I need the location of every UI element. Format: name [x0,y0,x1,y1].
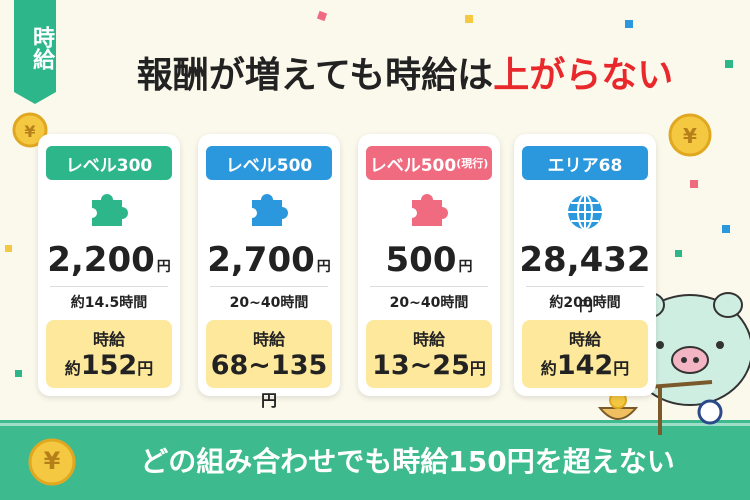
wage: 13~25円 [366,350,492,385]
label: レベル500 [369,155,457,176]
wage-unit: 円 [613,359,630,378]
card: エリア68 28,432円 約200時間 時給 約142円 [514,134,656,396]
wage: 約152円 [46,350,172,385]
wage: 68~135 円 [206,350,332,417]
card: レベル500 (現行) 500 円 20~40時間 時給 13~25円 [358,134,500,396]
amount: 500 円 [358,240,500,280]
puzzle-icon [407,194,448,226]
wage-box: 時給 約152円 [46,320,172,388]
wage: 約142円 [522,350,648,385]
card: レベル300 2,200 円 約14.5時間 時給 約152円 [38,134,180,396]
divider [370,286,488,287]
card-label: レベル300 [46,146,172,180]
wage-value: 68~135 [210,350,328,381]
wage-label: 時給 [568,330,601,349]
label-note: (現行) [456,157,489,170]
label: エリア68 [547,155,623,176]
amount-value: 500 [385,240,457,280]
amount-unit: 円 [458,259,473,275]
svg-text:¥: ¥ [24,122,35,141]
wage-label: 時給 [412,330,445,349]
hours: 20~40時間 [389,295,469,311]
wage-prefix: 約 [540,359,557,378]
label: レベル500 [225,155,313,176]
amount-unit: 円 [316,259,331,275]
wage-unit: 円 [260,391,277,410]
amount: 2,200 円 [38,240,180,280]
amount: 2,700 円 [198,240,340,280]
amount-value: 28,432 [519,240,651,280]
card-label: エリア68 [522,146,648,180]
amount-unit: 円 [156,259,171,275]
wage-unit: 円 [469,359,486,378]
wage-value: 142 [556,350,614,381]
divider [526,286,644,287]
puzzle-icon [87,194,128,226]
amount-value: 2,700 [207,240,315,280]
card-label: レベル500 (現行) [366,146,492,180]
puzzle-icon [247,194,288,226]
card-label: レベル500 [206,146,332,180]
globe-icon [568,194,602,230]
wage-prefix: 約 [64,359,81,378]
wage-label: 時給 [252,330,285,349]
card: レベル500 2,700 円 20~40時間 時給 68~135円 [198,134,340,410]
title-highlight: 上がらない [493,55,674,96]
hours: 20~40時間 [229,295,309,311]
wage-value: 152 [80,350,138,381]
amount-value: 2,200 [47,240,155,280]
wage-box: 時給 約142円 [522,320,648,388]
coin: ¥ [43,447,61,475]
title: 報酬が増えても時給は上がらない [60,46,750,98]
divider [210,286,328,287]
footer-text: どの組み合わせでも時給150円を超えない [140,445,675,478]
wage-unit: 円 [137,359,154,378]
wage-label: 時給 [92,330,125,349]
wage-value: 13~25 [372,350,470,381]
svg-text:¥: ¥ [683,124,697,148]
hours: 約14.5時間 [70,295,148,311]
tag: 時給 [29,26,54,70]
hours: 約200時間 [549,295,621,311]
wage-box: 時給 68~135 円 [206,320,332,410]
title-main: 報酬が増えても時給は [136,55,494,96]
label: レベル300 [65,155,153,176]
divider [50,286,168,287]
amount: 28,432 円 [514,240,656,320]
amount-unit: 円 [579,299,593,315]
wage-box: 時給 13~25円 [366,320,492,388]
